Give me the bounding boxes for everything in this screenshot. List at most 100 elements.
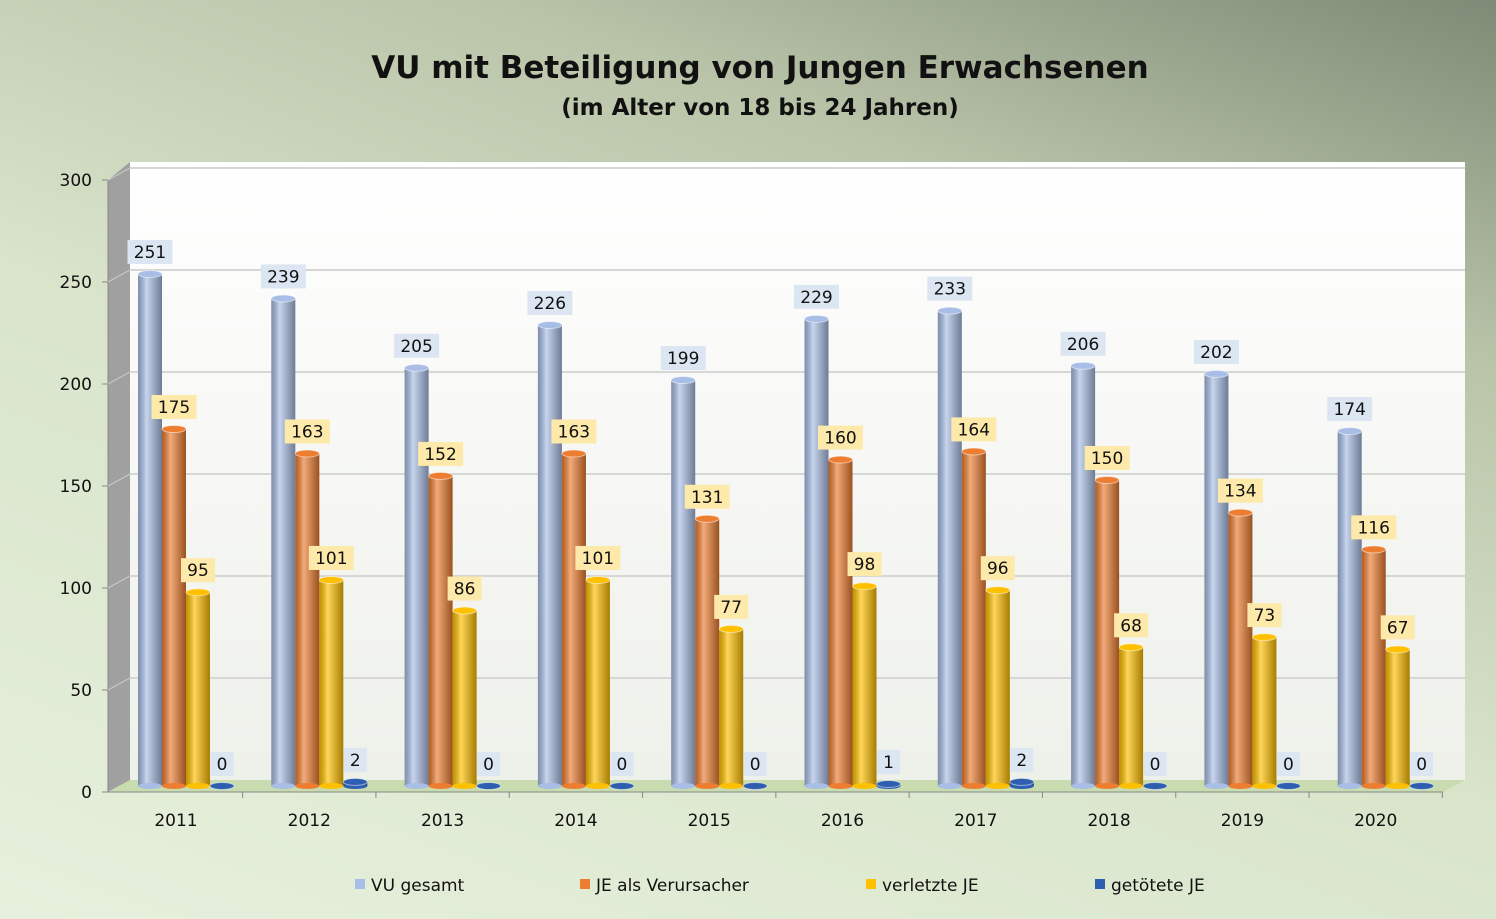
bar-top bbox=[294, 449, 320, 458]
data-label: 1 bbox=[883, 753, 894, 773]
data-label: 239 bbox=[267, 267, 299, 287]
bar-shade bbox=[1361, 549, 1386, 786]
data-label-bg bbox=[210, 752, 234, 776]
bar-base bbox=[585, 783, 610, 789]
bar-1-2012 bbox=[294, 449, 320, 789]
data-label: 206 bbox=[1067, 335, 1099, 355]
legend-swatch bbox=[580, 879, 590, 889]
data-label-bg bbox=[551, 419, 597, 444]
bar-base bbox=[937, 783, 962, 789]
bar-3-2014 bbox=[609, 782, 635, 790]
data-label-bg bbox=[951, 417, 997, 442]
bar-top bbox=[476, 782, 502, 790]
bar-base bbox=[1119, 783, 1144, 789]
data-label-bg bbox=[308, 545, 354, 570]
data-label: 86 bbox=[454, 580, 476, 600]
bar-base bbox=[1337, 783, 1362, 789]
bar-0-2018 bbox=[1070, 361, 1096, 789]
bar-2-2018 bbox=[1118, 643, 1144, 789]
data-label: 160 bbox=[824, 429, 856, 449]
data-label-bg bbox=[660, 346, 706, 371]
bar-base bbox=[428, 783, 453, 789]
bar-3-2019 bbox=[1275, 782, 1301, 790]
bar-shade bbox=[961, 451, 986, 786]
bar-base bbox=[852, 783, 877, 789]
bar-top bbox=[1409, 782, 1435, 790]
gridline bbox=[107, 269, 131, 283]
data-label: 205 bbox=[400, 337, 432, 357]
bar-top bbox=[670, 376, 696, 385]
bar-base bbox=[804, 783, 829, 789]
bar-2-2019 bbox=[1251, 633, 1277, 789]
data-label-bg bbox=[447, 576, 482, 601]
data-label: 2 bbox=[350, 751, 361, 771]
x-tick-label: 2016 bbox=[821, 811, 864, 831]
legend-swatch bbox=[1095, 879, 1105, 889]
side-wall bbox=[108, 162, 130, 792]
data-label: 101 bbox=[315, 549, 347, 569]
bar-0-2012 bbox=[270, 294, 296, 789]
bar-top bbox=[209, 782, 235, 790]
bar-top bbox=[185, 588, 211, 597]
bar-top bbox=[318, 575, 344, 584]
bar-shade bbox=[1071, 365, 1096, 786]
data-label-bg bbox=[127, 239, 173, 264]
bar-top bbox=[137, 269, 163, 278]
bar-base bbox=[1228, 783, 1253, 789]
bar-3-2020 bbox=[1409, 782, 1435, 790]
bar-top bbox=[1275, 782, 1301, 790]
x-tick-label: 2015 bbox=[688, 811, 731, 831]
bar-shade bbox=[1337, 431, 1362, 786]
bar-1-2016 bbox=[828, 455, 853, 789]
bar-1-2013 bbox=[428, 471, 454, 789]
bar-top bbox=[1337, 427, 1363, 436]
y-tick-label: 300 bbox=[60, 171, 92, 191]
y-tick-label: 150 bbox=[60, 477, 92, 497]
x-tick-label: 2017 bbox=[954, 811, 997, 831]
data-label: 164 bbox=[958, 420, 990, 440]
bar-base bbox=[295, 783, 320, 789]
data-label-bg bbox=[794, 284, 839, 309]
data-label-bg bbox=[1193, 339, 1239, 364]
bar-shade bbox=[319, 579, 344, 786]
bar-1-2017 bbox=[961, 447, 987, 789]
bar-top bbox=[452, 606, 478, 615]
bar-0-2015 bbox=[670, 376, 696, 789]
bar-top bbox=[852, 582, 877, 591]
x-tick-label: 2013 bbox=[421, 811, 464, 831]
x-tick-label: 2011 bbox=[154, 811, 197, 831]
bar-top bbox=[585, 575, 611, 584]
data-label: 233 bbox=[934, 280, 966, 300]
data-label: 0 bbox=[750, 755, 761, 775]
legend-label: JE als Verursacher bbox=[595, 876, 749, 896]
data-label: 116 bbox=[1357, 518, 1389, 538]
bar-1-2019 bbox=[1227, 508, 1253, 789]
bar-top bbox=[1094, 476, 1120, 484]
bar-1-2014 bbox=[561, 449, 587, 789]
data-label-bg bbox=[980, 556, 1015, 581]
gridline bbox=[107, 167, 131, 181]
data-label: 175 bbox=[158, 398, 190, 418]
legend-label: VU gesamt bbox=[371, 876, 465, 896]
x-tick-label: 2012 bbox=[288, 811, 331, 831]
data-label-bg bbox=[610, 752, 634, 776]
bar-top bbox=[718, 624, 744, 633]
gridline bbox=[107, 575, 131, 589]
bar-0-2017 bbox=[937, 306, 963, 789]
data-label-bg bbox=[847, 552, 882, 577]
data-label-bg bbox=[714, 594, 749, 619]
bar-shade bbox=[428, 475, 453, 786]
data-label-bg bbox=[418, 441, 464, 466]
data-label: 98 bbox=[854, 555, 876, 575]
bar-3-2016 bbox=[876, 779, 901, 789]
bar-top bbox=[1385, 645, 1411, 654]
bar-shade bbox=[452, 610, 477, 786]
bar-shade bbox=[585, 579, 610, 786]
legend-label: getötete JE bbox=[1111, 876, 1205, 896]
data-label: 95 bbox=[187, 561, 209, 581]
bar-base bbox=[985, 783, 1010, 789]
bar-1-2020 bbox=[1361, 545, 1387, 789]
bar-3-2017 bbox=[1009, 777, 1035, 789]
x-tick-label: 2020 bbox=[1354, 811, 1397, 831]
